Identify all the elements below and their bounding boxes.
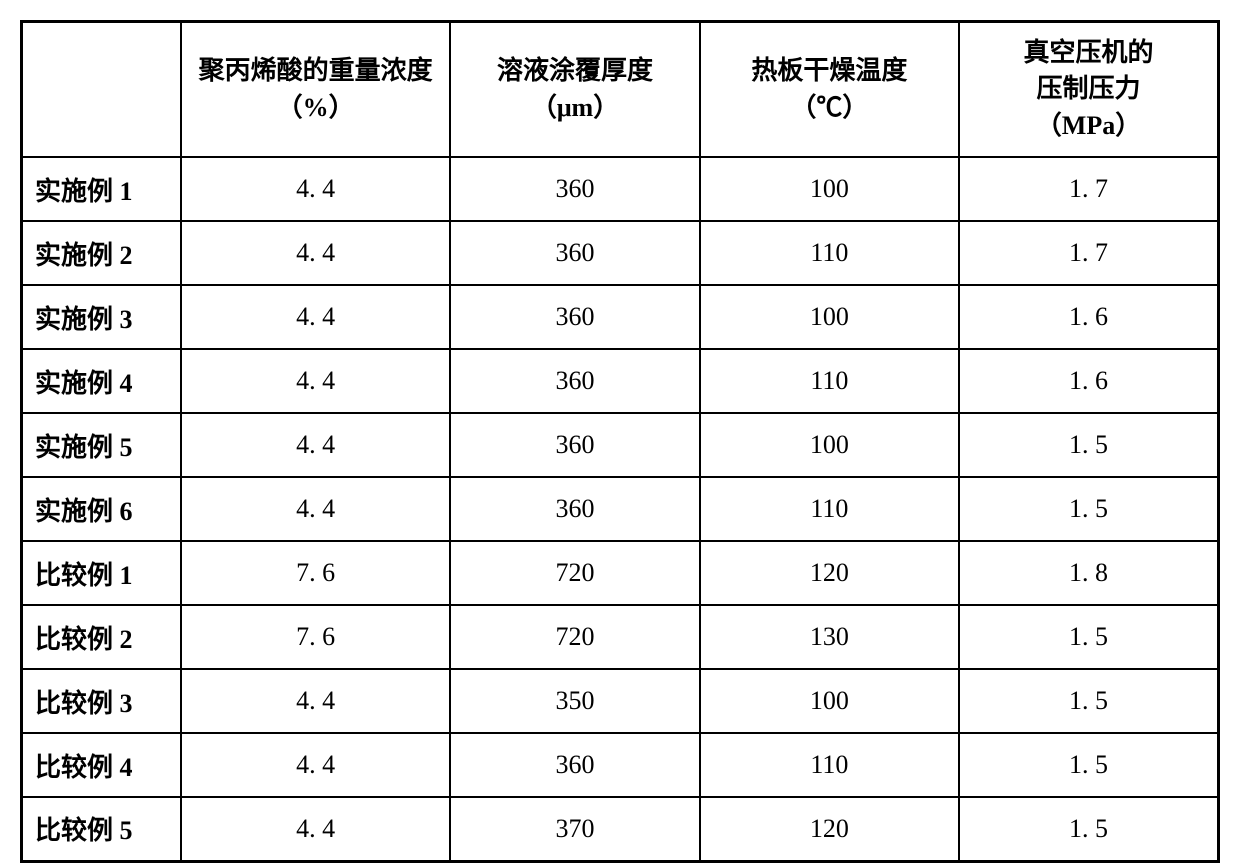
data-cell: 120 <box>700 797 959 861</box>
data-cell: 110 <box>700 733 959 797</box>
data-cell: 130 <box>700 605 959 669</box>
data-cell: 1. 5 <box>959 733 1218 797</box>
data-cell: 1. 5 <box>959 605 1218 669</box>
data-cell: 360 <box>450 733 699 797</box>
data-cell: 110 <box>700 477 959 541</box>
data-cell: 360 <box>450 221 699 285</box>
data-cell: 1. 7 <box>959 157 1218 221</box>
data-cell: 720 <box>450 605 699 669</box>
table-row: 实施例 3 4. 4 360 100 1. 6 <box>22 285 1219 349</box>
row-label: 实施例 3 <box>22 285 182 349</box>
data-cell: 7. 6 <box>181 541 450 605</box>
table-row: 比较例 4 4. 4 360 110 1. 5 <box>22 733 1219 797</box>
row-label: 比较例 2 <box>22 605 182 669</box>
table-row: 实施例 2 4. 4 360 110 1. 7 <box>22 221 1219 285</box>
table-row: 实施例 1 4. 4 360 100 1. 7 <box>22 157 1219 221</box>
row-label: 比较例 1 <box>22 541 182 605</box>
data-cell: 100 <box>700 157 959 221</box>
data-cell: 4. 4 <box>181 669 450 733</box>
data-cell: 100 <box>700 285 959 349</box>
data-cell: 360 <box>450 413 699 477</box>
header-cell-thickness: 溶液涂覆厚度（μm） <box>450 22 699 158</box>
table-row: 比较例 5 4. 4 370 120 1. 5 <box>22 797 1219 861</box>
data-cell: 110 <box>700 349 959 413</box>
table-row: 实施例 5 4. 4 360 100 1. 5 <box>22 413 1219 477</box>
data-table: 聚丙烯酸的重量浓度（%） 溶液涂覆厚度（μm） 热板干燥温度（℃） 真空压机的压… <box>20 20 1220 863</box>
data-cell: 370 <box>450 797 699 861</box>
row-label: 实施例 2 <box>22 221 182 285</box>
data-cell: 4. 4 <box>181 221 450 285</box>
data-cell: 110 <box>700 221 959 285</box>
header-cell-temperature: 热板干燥温度（℃） <box>700 22 959 158</box>
data-cell: 4. 4 <box>181 285 450 349</box>
data-cell: 1. 5 <box>959 477 1218 541</box>
table-row: 实施例 4 4. 4 360 110 1. 6 <box>22 349 1219 413</box>
data-cell: 120 <box>700 541 959 605</box>
row-label: 实施例 4 <box>22 349 182 413</box>
data-cell: 1. 6 <box>959 349 1218 413</box>
table-row: 比较例 3 4. 4 350 100 1. 5 <box>22 669 1219 733</box>
data-cell: 7. 6 <box>181 605 450 669</box>
header-cell-blank <box>22 22 182 158</box>
table-row: 实施例 6 4. 4 360 110 1. 5 <box>22 477 1219 541</box>
table-header: 聚丙烯酸的重量浓度（%） 溶液涂覆厚度（μm） 热板干燥温度（℃） 真空压机的压… <box>22 22 1219 158</box>
data-cell: 1. 6 <box>959 285 1218 349</box>
row-label: 比较例 5 <box>22 797 182 861</box>
row-label: 实施例 5 <box>22 413 182 477</box>
data-cell: 4. 4 <box>181 349 450 413</box>
row-label: 比较例 3 <box>22 669 182 733</box>
header-row: 聚丙烯酸的重量浓度（%） 溶液涂覆厚度（μm） 热板干燥温度（℃） 真空压机的压… <box>22 22 1219 158</box>
data-cell: 720 <box>450 541 699 605</box>
header-cell-concentration: 聚丙烯酸的重量浓度（%） <box>181 22 450 158</box>
data-cell: 1. 5 <box>959 669 1218 733</box>
data-cell: 1. 7 <box>959 221 1218 285</box>
data-cell: 4. 4 <box>181 797 450 861</box>
data-cell: 4. 4 <box>181 477 450 541</box>
data-cell: 360 <box>450 157 699 221</box>
data-cell: 360 <box>450 477 699 541</box>
row-label: 实施例 6 <box>22 477 182 541</box>
header-cell-pressure: 真空压机的压制压力（MPa） <box>959 22 1218 158</box>
data-cell: 1. 8 <box>959 541 1218 605</box>
table-row: 比较例 2 7. 6 720 130 1. 5 <box>22 605 1219 669</box>
data-cell: 4. 4 <box>181 733 450 797</box>
table-row: 比较例 1 7. 6 720 120 1. 8 <box>22 541 1219 605</box>
data-cell: 4. 4 <box>181 413 450 477</box>
data-cell: 350 <box>450 669 699 733</box>
row-label: 比较例 4 <box>22 733 182 797</box>
data-cell: 100 <box>700 413 959 477</box>
data-cell: 360 <box>450 285 699 349</box>
data-cell: 1. 5 <box>959 797 1218 861</box>
data-cell: 4. 4 <box>181 157 450 221</box>
data-cell: 1. 5 <box>959 413 1218 477</box>
data-cell: 100 <box>700 669 959 733</box>
data-cell: 360 <box>450 349 699 413</box>
table-body: 实施例 1 4. 4 360 100 1. 7 实施例 2 4. 4 360 1… <box>22 157 1219 861</box>
row-label: 实施例 1 <box>22 157 182 221</box>
